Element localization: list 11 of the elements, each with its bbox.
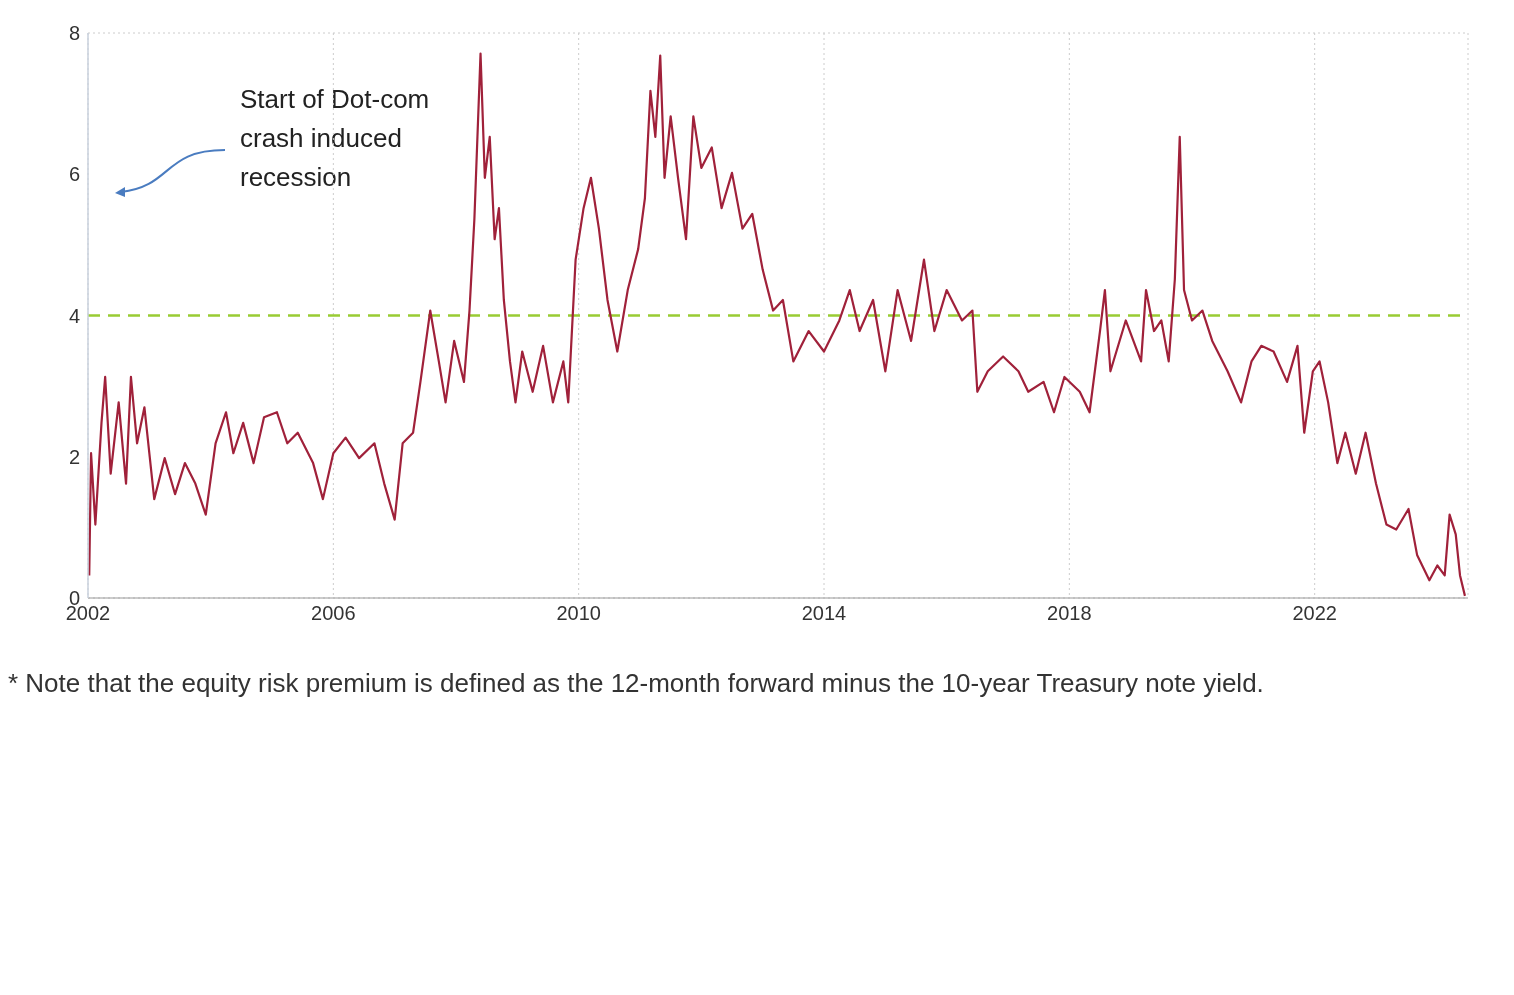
y-tick-label: 6 — [68, 163, 80, 186]
x-tick-label: 2010 — [556, 602, 601, 625]
x-tick-label: 2022 — [1292, 602, 1337, 625]
y-tick-label: 4 — [68, 304, 80, 327]
x-tick-label: 2014 — [801, 602, 847, 625]
x-tick-label: 2018 — [1047, 602, 1092, 625]
y-tick-label: 2 — [68, 445, 80, 468]
text: * Note that the equity risk premium is defined as the 12-month forward minus the 10-year Treasury note yield. — [8, 667, 1265, 700]
y-tick-label: 8 — [68, 22, 80, 45]
x-tick-label: 2006 — [311, 602, 356, 625]
annotation: Start of Dot-com crash induced recession — [240, 83, 431, 194]
